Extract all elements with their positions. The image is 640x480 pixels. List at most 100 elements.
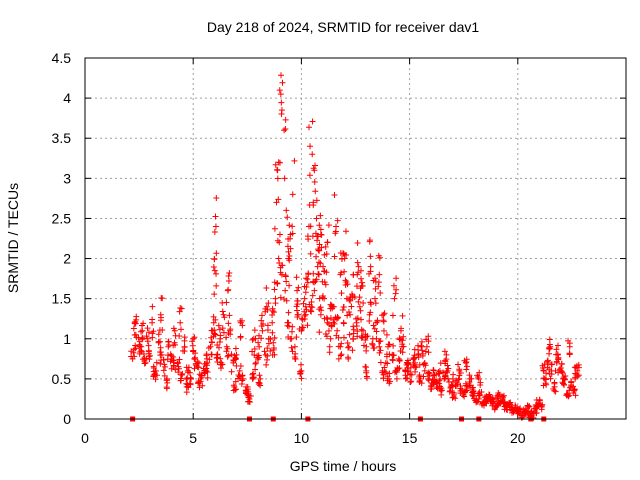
data-point [275, 196, 282, 203]
data-point [210, 319, 217, 326]
data-point [539, 364, 546, 371]
data-point [187, 374, 194, 381]
data-point [355, 263, 362, 270]
data-point [322, 243, 329, 250]
data-point [553, 346, 560, 353]
data-point [269, 319, 276, 326]
data-point [317, 212, 324, 219]
data-point [295, 284, 302, 291]
data-point [183, 364, 190, 371]
data-point [544, 357, 551, 364]
data-point [372, 300, 379, 307]
data-point [375, 279, 382, 286]
data-point [157, 317, 164, 324]
x-tick-label: 20 [510, 430, 526, 446]
data-point [250, 374, 257, 381]
data-point [557, 365, 564, 372]
data-point [227, 326, 234, 333]
data-point [436, 383, 443, 390]
data-point [300, 324, 307, 331]
data-point [219, 325, 226, 332]
data-point [391, 295, 398, 302]
data-point [294, 311, 301, 318]
data-point [411, 354, 418, 361]
data-point [375, 338, 382, 345]
data-point [328, 323, 335, 330]
data-point [313, 215, 320, 222]
data-point [574, 373, 581, 380]
data-point [443, 356, 450, 363]
data-point [143, 333, 150, 340]
data-point [456, 366, 463, 373]
data-point [377, 289, 384, 296]
data-point [274, 280, 281, 287]
data-point [285, 248, 292, 255]
data-point [246, 398, 253, 405]
data-point [393, 369, 400, 376]
data-point [249, 374, 256, 381]
data-point [393, 275, 400, 282]
y-tick-label: 4 [63, 90, 71, 106]
data-point [214, 354, 221, 361]
data-point [327, 301, 334, 308]
data-point [552, 388, 559, 395]
data-point [420, 361, 427, 368]
data-point [362, 337, 369, 344]
data-point [139, 334, 146, 341]
data-point [251, 351, 258, 358]
data-point [389, 312, 396, 319]
data-point [358, 275, 365, 282]
data-point [546, 370, 553, 377]
data-point [541, 375, 548, 382]
data-point [329, 305, 336, 312]
data-point [319, 278, 326, 285]
data-point [165, 338, 172, 345]
data-point [457, 370, 464, 377]
data-point [291, 343, 298, 350]
data-point [263, 361, 270, 368]
data-point [374, 318, 381, 325]
data-point [282, 116, 289, 123]
data-point [314, 263, 321, 270]
data-point [390, 342, 397, 349]
data-point [281, 175, 288, 182]
data-point [211, 229, 218, 236]
data-point [350, 326, 357, 333]
data-point [287, 245, 294, 252]
data-point [252, 360, 259, 367]
data-point [442, 357, 449, 364]
data-point [326, 349, 333, 356]
data-point [425, 369, 432, 376]
data-point [363, 333, 370, 340]
data-point [219, 308, 226, 315]
data-point [477, 382, 484, 389]
data-point [313, 197, 320, 204]
data-point [572, 364, 579, 371]
data-point [190, 348, 197, 355]
data-point [255, 339, 262, 346]
data-point [559, 370, 566, 377]
data-point [450, 394, 457, 401]
data-point [491, 406, 498, 413]
data-point [257, 375, 264, 382]
data-point [264, 322, 271, 329]
data-point [305, 236, 312, 243]
data-point [302, 311, 309, 318]
y-tick-label: 4.5 [52, 50, 72, 66]
data-point [307, 307, 314, 314]
data-point [185, 384, 192, 391]
data-point [178, 305, 185, 312]
data-point [426, 370, 433, 377]
data-point [325, 327, 332, 334]
data-point [232, 354, 239, 361]
data-point [358, 283, 365, 290]
data-point [383, 331, 390, 338]
data-point [225, 278, 232, 285]
data-point [260, 321, 267, 328]
data-point [533, 397, 540, 404]
data-point [390, 352, 397, 359]
data-point [495, 389, 502, 396]
data-point [463, 366, 470, 373]
plot-frame [84, 57, 627, 420]
data-point [423, 343, 430, 350]
